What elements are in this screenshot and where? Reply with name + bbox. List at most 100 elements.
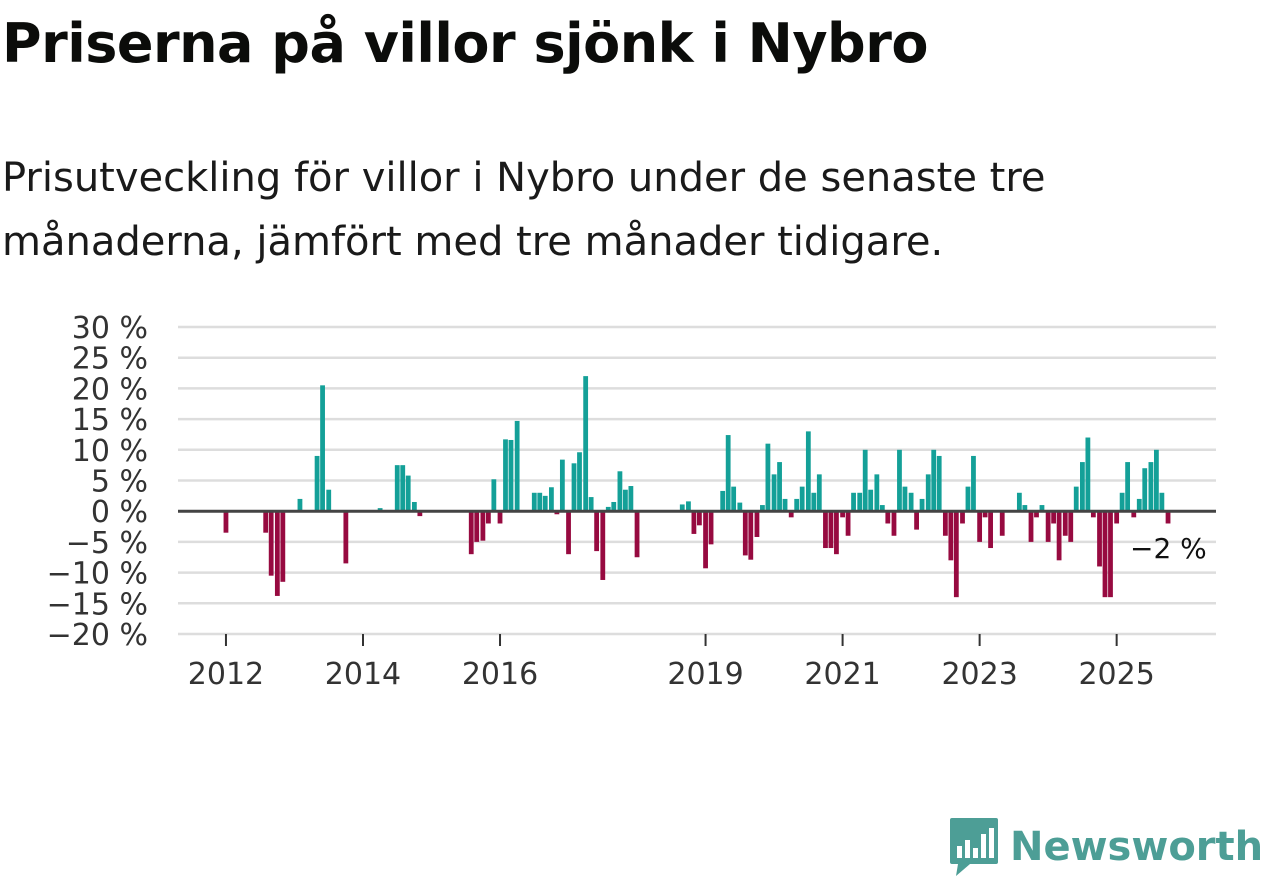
bar-negative	[942, 511, 948, 536]
y-tick-label: −20 %	[47, 618, 148, 653]
x-tick-label: 2023	[941, 657, 1017, 692]
bar-positive	[799, 486, 805, 512]
y-axis: 30 %25 %20 %15 %10 %5 %0 %−5 %−10 %−15 %…	[47, 311, 148, 653]
bar-positive	[1016, 492, 1022, 512]
y-tick-label: −15 %	[47, 587, 148, 622]
bar-positive	[314, 455, 320, 512]
bar-positive	[925, 474, 931, 512]
bar-negative	[708, 511, 714, 545]
bar-positive	[1159, 492, 1165, 512]
chart-subtitle: Prisutveckling för villor i Nybro under …	[2, 155, 1046, 265]
bar-positive	[1148, 462, 1154, 512]
bar-negative	[1062, 511, 1068, 536]
bars	[223, 376, 1171, 598]
bar-positive	[897, 449, 902, 512]
x-tick-label: 2012	[188, 657, 264, 692]
bar-negative	[754, 511, 760, 537]
bar-positive	[588, 497, 594, 512]
bar-negative	[223, 511, 229, 533]
bar-positive	[931, 449, 937, 512]
x-tick-label: 2019	[667, 657, 743, 692]
bar-negative	[885, 511, 891, 524]
bar-positive	[1125, 462, 1131, 512]
bar-chart: 2012 2014 2016 2019 2021 2023 2025 30 %25 %20 …	[47, 311, 1216, 692]
bar-positive	[549, 487, 554, 512]
bar-positive	[857, 492, 863, 512]
bar-positive	[782, 498, 788, 512]
bar-positive	[542, 495, 548, 512]
bar-positive	[617, 471, 623, 512]
bar-positive	[377, 508, 383, 512]
bar-positive	[777, 462, 782, 512]
bar-negative	[1034, 511, 1039, 518]
y-tick-label: 20 %	[72, 372, 148, 407]
bar-positive	[405, 475, 411, 512]
bar-positive	[902, 486, 908, 512]
bar-positive	[508, 439, 514, 512]
bar-negative	[468, 511, 474, 555]
bar-positive	[623, 489, 628, 512]
bar-positive	[737, 502, 743, 512]
bar-positive	[583, 376, 589, 512]
bar-positive	[816, 474, 822, 512]
bar-negative	[474, 511, 480, 542]
bar-negative	[914, 511, 919, 530]
bar-negative	[1114, 511, 1120, 524]
bar-positive	[1039, 505, 1045, 512]
bar-positive	[1153, 449, 1159, 512]
y-tick-label: 25 %	[72, 342, 148, 377]
bar-negative	[948, 511, 954, 561]
bar-negative	[480, 511, 486, 541]
bar-positive	[936, 455, 942, 512]
bar-chart-speech-bubble-icon	[950, 818, 998, 876]
bar-positive	[605, 506, 611, 512]
bar-positive	[1073, 486, 1079, 512]
y-tick-label: 15 %	[72, 403, 148, 438]
bar-negative	[1056, 511, 1062, 561]
bar-positive	[571, 463, 577, 512]
bar-positive	[400, 465, 406, 512]
last-value-annotation: −2 %	[1130, 532, 1207, 565]
bar-negative	[1051, 511, 1057, 524]
bar-positive	[908, 492, 914, 512]
bar-positive	[765, 443, 771, 512]
bar-positive	[297, 498, 303, 512]
bar-negative	[1108, 511, 1113, 598]
bar-negative	[594, 511, 600, 552]
bar-negative	[697, 511, 702, 526]
bar-negative	[497, 511, 503, 524]
bar-negative	[485, 511, 491, 524]
bar-negative	[566, 511, 571, 555]
bar-positive	[537, 492, 543, 512]
bar-positive	[577, 452, 582, 512]
bar-negative	[788, 511, 794, 518]
bar-positive	[679, 504, 685, 512]
bar-negative	[1165, 511, 1171, 524]
bar-negative	[691, 511, 697, 534]
x-tick-label: 2021	[804, 657, 880, 692]
bar-negative	[274, 511, 280, 596]
bar-negative	[988, 511, 993, 549]
bar-negative	[845, 511, 851, 536]
y-tick-label: −5 %	[66, 526, 148, 561]
y-tick-label: 30 %	[72, 311, 148, 346]
bar-positive	[503, 439, 508, 512]
bar-positive	[720, 490, 726, 512]
bar-positive	[868, 489, 874, 512]
bar-negative	[1045, 511, 1051, 542]
bar-positive	[851, 492, 856, 512]
bar-positive	[1079, 462, 1085, 512]
bar-positive	[862, 449, 868, 512]
bar-positive	[1085, 437, 1091, 512]
y-tick-label: 5 %	[91, 465, 148, 500]
bar-positive	[794, 498, 800, 512]
bar-positive	[874, 474, 880, 512]
bar-positive	[760, 505, 765, 512]
bar-negative	[703, 511, 708, 569]
x-axis: 2012 2014 2016 2019 2021 2023 2025	[178, 633, 1216, 692]
brand-name: Newsworthy	[1010, 824, 1262, 870]
bar-positive	[628, 486, 634, 512]
y-tick-label: −10 %	[47, 557, 148, 592]
chart-title: Priserna på villor sjönk i Nybro	[2, 12, 928, 75]
bar-positive	[879, 505, 885, 512]
